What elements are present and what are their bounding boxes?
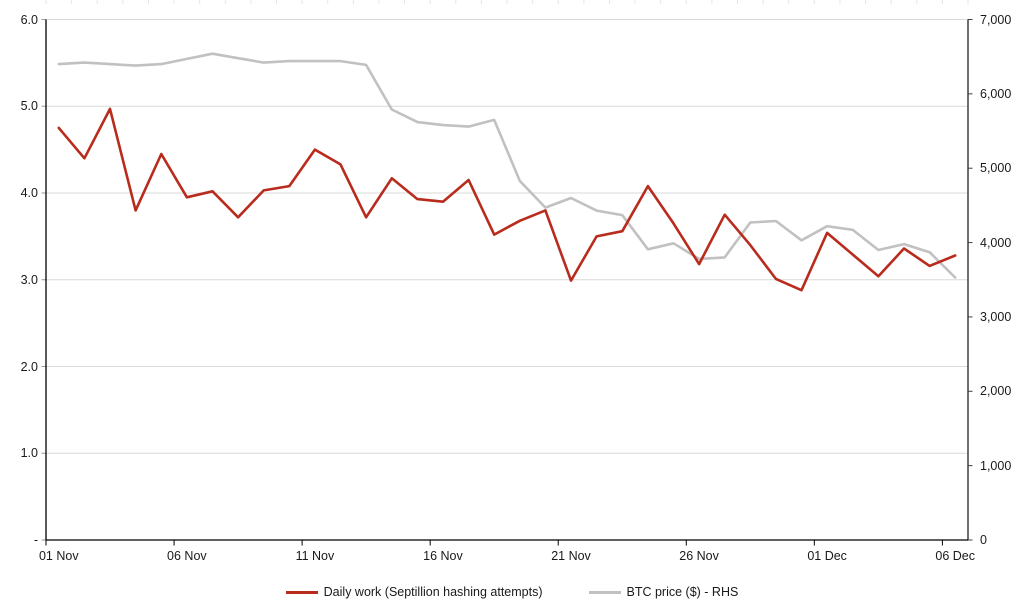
legend-label-btc-price: BTC price ($) - RHS: [626, 585, 739, 599]
y-axis-right-label: 5,000: [980, 161, 1012, 176]
y-axis-left-label: 6.0: [20, 12, 38, 27]
y-axis-left-label: 3.0: [20, 272, 38, 287]
y-axis-right-label: 4,000: [980, 235, 1012, 250]
y-axis-right-label: 2,000: [980, 384, 1012, 399]
btc-price-line-swatch: [588, 590, 621, 594]
x-axis-label: 06 Dec: [935, 549, 975, 563]
y-axis-left-label: 5.0: [20, 99, 38, 114]
x-axis-label: 21 Nov: [551, 549, 591, 563]
y-axis-right-label: 6,000: [980, 86, 1012, 101]
x-axis-label: 26 Nov: [679, 549, 719, 563]
x-axis-label: 11 Nov: [295, 549, 335, 563]
y-axis-right-label: 3,000: [980, 309, 1012, 324]
y-axis-left-label: 1.0: [20, 446, 38, 461]
x-axis-label: 01 Nov: [38, 549, 79, 563]
daily-work-line-swatch: [285, 590, 318, 594]
legend-entry-daily-work: Daily work (Septillion hashing attempts): [285, 585, 543, 599]
btc-price-line: [57, 52, 957, 279]
legend: Daily work (Septillion hashing attempts)…: [0, 582, 1024, 602]
x-axis-label: 06 Nov: [167, 549, 207, 563]
legend-label-daily-work: Daily work (Septillion hashing attempts): [323, 585, 543, 599]
y-axis-left-label: -: [33, 533, 38, 547]
y-axis-left-label: 2.0: [20, 359, 38, 374]
x-axis-label: 01 Dec: [807, 549, 847, 563]
y-axis-left-label: 4.0: [20, 186, 38, 200]
daily-work-line: [57, 107, 957, 292]
x-axis-label: 16 Nov: [423, 549, 463, 563]
legend-entry-btc-price: BTC price ($) - RHS: [588, 585, 739, 599]
y-axis-right-label: 0: [980, 533, 987, 547]
y-axis-right-label: 1,000: [980, 458, 1012, 473]
y-axis-right-label: 7,000: [980, 12, 1012, 27]
